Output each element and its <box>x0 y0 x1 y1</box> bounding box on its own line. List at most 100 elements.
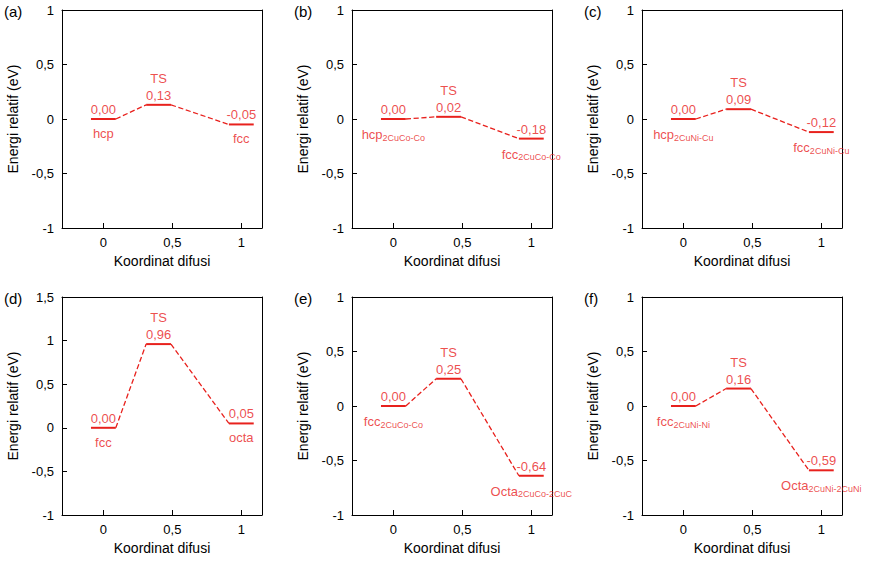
svg-text:TS: TS <box>150 310 167 325</box>
svg-text:-0,5: -0,5 <box>322 166 344 181</box>
svg-text:2CuNi-Cu: 2CuNi-Cu <box>810 146 850 156</box>
svg-text:0,5: 0,5 <box>163 522 181 537</box>
svg-text:TS: TS <box>440 83 457 98</box>
svg-text:0,09: 0,09 <box>726 92 751 107</box>
svg-text:0,5: 0,5 <box>326 344 344 359</box>
svg-text:Energi relatif (eV): Energi relatif (eV) <box>585 65 601 174</box>
svg-text:(f): (f) <box>584 290 598 307</box>
svg-text:1: 1 <box>528 235 535 250</box>
svg-text:-0,18: -0,18 <box>516 122 546 137</box>
svg-text:0,00: 0,00 <box>381 389 406 404</box>
svg-text:0,5: 0,5 <box>616 344 634 359</box>
svg-text:Energi relatif (eV): Energi relatif (eV) <box>5 65 21 174</box>
svg-text:1: 1 <box>47 333 54 348</box>
svg-text:1: 1 <box>627 290 634 305</box>
svg-text:0: 0 <box>627 112 634 127</box>
svg-text:0: 0 <box>47 112 54 127</box>
svg-text:TS: TS <box>150 71 167 86</box>
svg-text:0,00: 0,00 <box>671 389 696 404</box>
svg-text:0,5: 0,5 <box>743 522 761 537</box>
svg-text:Energi relatif (eV): Energi relatif (eV) <box>5 352 21 461</box>
svg-text:0: 0 <box>390 522 397 537</box>
svg-text:2CuCo-Co: 2CuCo-Co <box>383 133 426 143</box>
svg-text:0: 0 <box>100 522 107 537</box>
svg-text:2CuNi-Cu: 2CuNi-Cu <box>674 133 714 143</box>
svg-text:TS: TS <box>730 355 747 370</box>
svg-text:Koordinat difusi: Koordinat difusi <box>404 540 501 556</box>
svg-text:hcp: hcp <box>362 127 383 142</box>
svg-text:0,02: 0,02 <box>436 100 461 115</box>
svg-text:Koordinat difusi: Koordinat difusi <box>114 253 211 269</box>
svg-text:-1: -1 <box>42 508 54 523</box>
svg-text:2CuNi-Ni: 2CuNi-Ni <box>673 420 710 430</box>
svg-text:-0,59: -0,59 <box>806 453 836 468</box>
svg-text:Energi relatif (eV): Energi relatif (eV) <box>295 352 311 461</box>
svg-text:0: 0 <box>100 235 107 250</box>
svg-text:0,5: 0,5 <box>616 57 634 72</box>
svg-text:1: 1 <box>238 522 245 537</box>
svg-text:-0,12: -0,12 <box>806 115 836 130</box>
svg-text:1,5: 1,5 <box>36 290 54 305</box>
svg-text:0: 0 <box>627 399 634 414</box>
svg-text:0,13: 0,13 <box>146 88 171 103</box>
svg-text:hcp: hcp <box>93 126 114 141</box>
svg-text:1: 1 <box>528 522 535 537</box>
svg-text:-0,5: -0,5 <box>32 464 54 479</box>
svg-text:0,5: 0,5 <box>326 57 344 72</box>
svg-text:(e): (e) <box>294 290 312 307</box>
svg-text:0,5: 0,5 <box>163 235 181 250</box>
svg-text:0: 0 <box>337 112 344 127</box>
svg-text:0: 0 <box>47 420 54 435</box>
svg-text:-0,5: -0,5 <box>612 166 634 181</box>
svg-text:fcc: fcc <box>657 414 674 429</box>
svg-text:-1: -1 <box>622 508 634 523</box>
svg-text:(a): (a) <box>4 3 22 20</box>
svg-text:1: 1 <box>337 3 344 18</box>
svg-text:-0,64: -0,64 <box>516 459 546 474</box>
svg-text:0,00: 0,00 <box>671 102 696 117</box>
svg-text:Energi relatif (eV): Energi relatif (eV) <box>585 352 601 461</box>
svg-text:Koordinat difusi: Koordinat difusi <box>404 253 501 269</box>
svg-text:0,00: 0,00 <box>91 411 116 426</box>
svg-text:0: 0 <box>680 235 687 250</box>
svg-text:hcp: hcp <box>653 127 674 142</box>
svg-text:0,05: 0,05 <box>229 406 254 421</box>
svg-text:2CuCo-Co: 2CuCo-Co <box>380 420 423 430</box>
svg-text:Octa: Octa <box>491 484 519 499</box>
svg-text:2CuCo-Co: 2CuCo-Co <box>518 152 561 162</box>
svg-text:(d): (d) <box>4 290 22 307</box>
svg-text:-1: -1 <box>622 221 634 236</box>
svg-text:1: 1 <box>818 522 825 537</box>
svg-text:0,16: 0,16 <box>726 372 751 387</box>
svg-text:-0,5: -0,5 <box>322 453 344 468</box>
svg-text:fcc: fcc <box>502 147 519 162</box>
svg-text:0: 0 <box>390 235 397 250</box>
svg-text:2CuNi-2CuNi: 2CuNi-2CuNi <box>809 484 862 494</box>
svg-text:fcc: fcc <box>793 140 810 155</box>
svg-text:0,5: 0,5 <box>743 235 761 250</box>
svg-text:-0,5: -0,5 <box>32 166 54 181</box>
svg-text:(b): (b) <box>294 3 312 20</box>
svg-text:octa: octa <box>229 430 254 445</box>
svg-text:Koordinat difusi: Koordinat difusi <box>114 540 211 556</box>
svg-text:0,5: 0,5 <box>453 235 471 250</box>
svg-text:1: 1 <box>337 290 344 305</box>
svg-text:fcc: fcc <box>95 435 112 450</box>
svg-text:Energi relatif (eV): Energi relatif (eV) <box>295 65 311 174</box>
svg-text:0,5: 0,5 <box>36 377 54 392</box>
svg-text:0,00: 0,00 <box>381 102 406 117</box>
svg-text:1: 1 <box>47 3 54 18</box>
svg-text:1: 1 <box>818 235 825 250</box>
svg-text:Koordinat difusi: Koordinat difusi <box>694 540 791 556</box>
svg-text:0,5: 0,5 <box>453 522 471 537</box>
svg-text:(c): (c) <box>584 3 602 20</box>
svg-text:0: 0 <box>337 399 344 414</box>
svg-text:-0,5: -0,5 <box>612 453 634 468</box>
svg-text:-1: -1 <box>332 508 344 523</box>
svg-text:Octa: Octa <box>781 478 809 493</box>
svg-text:-1: -1 <box>42 221 54 236</box>
svg-text:fcc: fcc <box>233 131 250 146</box>
svg-text:fcc: fcc <box>364 414 381 429</box>
svg-text:0: 0 <box>680 522 687 537</box>
svg-text:Koordinat difusi: Koordinat difusi <box>694 253 791 269</box>
